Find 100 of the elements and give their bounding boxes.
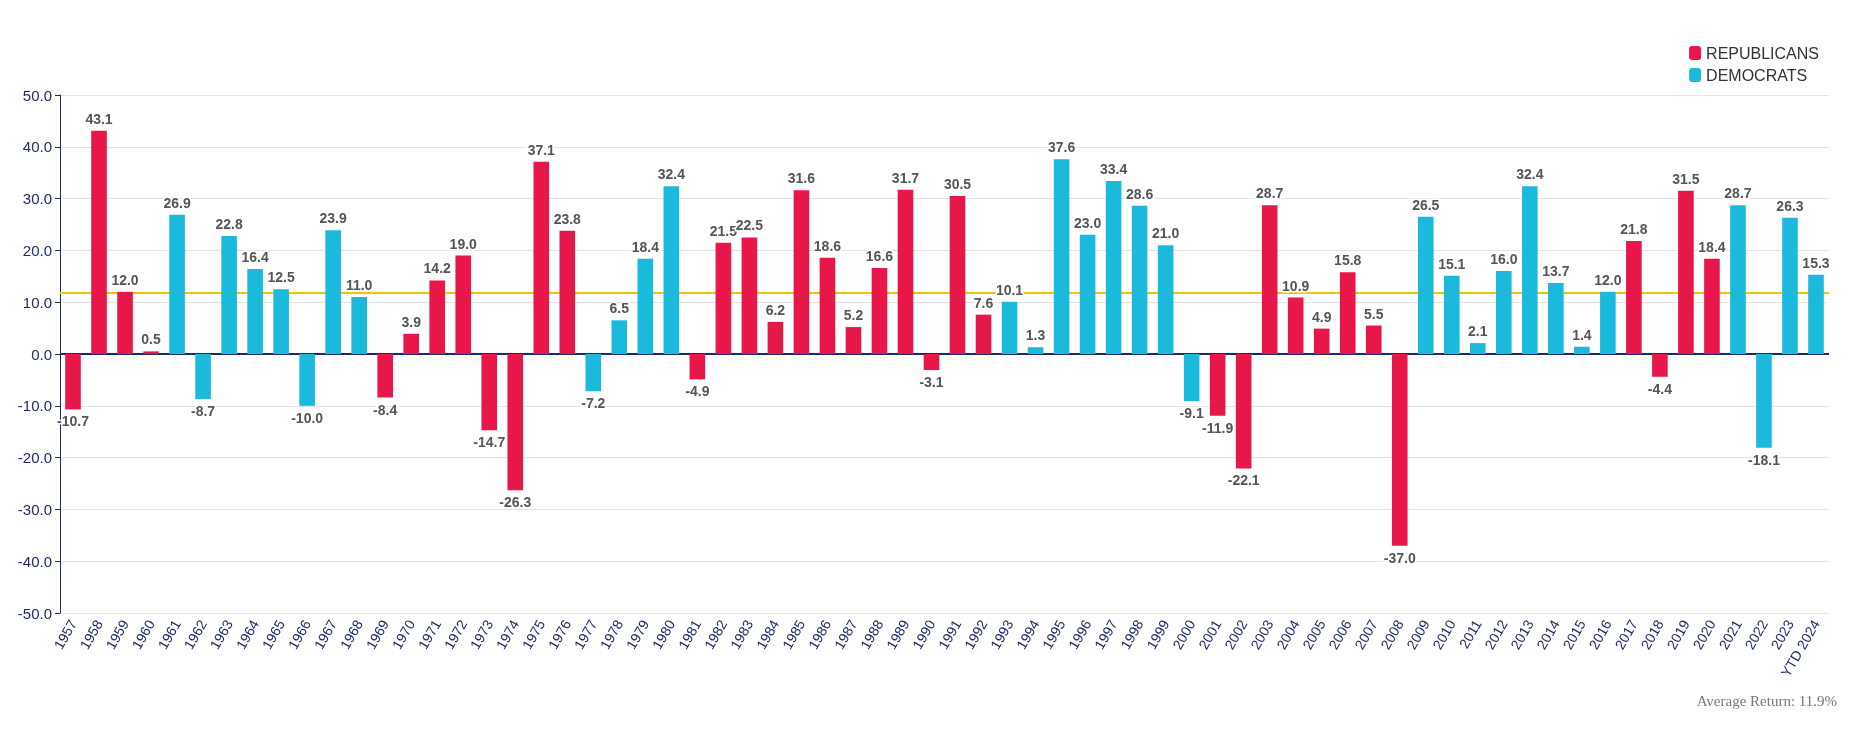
bar bbox=[663, 186, 680, 354]
bar bbox=[1027, 347, 1044, 354]
bar bbox=[195, 354, 211, 400]
bar bbox=[65, 354, 81, 410]
data-label: 19.0 bbox=[449, 235, 478, 252]
data-label: 11.0 bbox=[345, 277, 373, 294]
data-label: 28.6 bbox=[1125, 185, 1154, 202]
data-label: 15.8 bbox=[1334, 252, 1362, 269]
data-label: -9.1 bbox=[1179, 405, 1204, 422]
bar bbox=[715, 242, 732, 354]
bar bbox=[1417, 216, 1434, 354]
y-tick-label: 10.0 bbox=[22, 293, 52, 311]
bar bbox=[793, 190, 810, 354]
data-label: 31.5 bbox=[1672, 170, 1700, 187]
legend-label: REPUBLICANS bbox=[1706, 44, 1819, 62]
bar bbox=[429, 280, 446, 354]
bar bbox=[1678, 190, 1694, 354]
data-label: 37.1 bbox=[527, 141, 556, 158]
bar bbox=[585, 354, 602, 392]
bar bbox=[325, 230, 341, 354]
data-label: 10.9 bbox=[1282, 277, 1310, 294]
bar bbox=[1053, 159, 1070, 354]
data-label: 1.3 bbox=[1025, 327, 1046, 344]
bar bbox=[637, 258, 654, 354]
data-label: -7.2 bbox=[581, 395, 606, 412]
bar bbox=[507, 354, 524, 491]
data-label: 28.7 bbox=[1256, 185, 1284, 202]
data-label: -4.4 bbox=[1647, 380, 1673, 397]
y-tick-label: 20.0 bbox=[22, 241, 52, 259]
data-label: 16.0 bbox=[1490, 251, 1518, 268]
data-label: 3.9 bbox=[401, 313, 422, 330]
y-tick-label: -50.0 bbox=[17, 604, 52, 622]
data-label: 31.7 bbox=[891, 169, 920, 186]
bar bbox=[299, 354, 315, 406]
bar bbox=[169, 214, 185, 354]
bar bbox=[455, 255, 472, 354]
bar bbox=[403, 333, 419, 354]
bar bbox=[1470, 343, 1486, 354]
data-label: 12.0 bbox=[1594, 271, 1622, 288]
data-label: 6.2 bbox=[765, 301, 786, 318]
bar bbox=[1600, 291, 1616, 354]
data-label: 37.6 bbox=[1047, 139, 1076, 156]
bar bbox=[1756, 354, 1772, 448]
data-label: -14.7 bbox=[473, 434, 506, 451]
data-label: -8.4 bbox=[373, 401, 398, 418]
bar bbox=[1704, 258, 1720, 354]
bar bbox=[871, 268, 888, 354]
y-tick-label: 30.0 bbox=[22, 190, 52, 208]
bar bbox=[1391, 354, 1408, 546]
bar bbox=[1652, 354, 1668, 377]
bar bbox=[481, 354, 498, 431]
bar bbox=[897, 189, 914, 354]
bar bbox=[273, 289, 289, 354]
legend-label: DEMOCRATS bbox=[1706, 66, 1808, 84]
text: Average Return: 11.9% bbox=[1696, 692, 1838, 709]
bar bbox=[143, 351, 159, 354]
bar bbox=[1105, 180, 1122, 354]
bar bbox=[1626, 241, 1642, 354]
bar bbox=[923, 354, 940, 371]
bar bbox=[1548, 283, 1564, 354]
data-label: 7.6 bbox=[973, 294, 994, 311]
data-label: -26.3 bbox=[499, 494, 532, 511]
bar bbox=[533, 161, 550, 354]
bar bbox=[1235, 354, 1252, 469]
bar bbox=[1522, 186, 1538, 354]
y-tick-label: -10.0 bbox=[17, 397, 52, 415]
data-label: 12.0 bbox=[111, 271, 139, 288]
bar bbox=[1287, 297, 1304, 354]
bar bbox=[1339, 272, 1356, 354]
bar bbox=[1079, 234, 1096, 354]
bar bbox=[351, 297, 367, 354]
bar bbox=[1496, 271, 1512, 354]
data-label: 0.5 bbox=[141, 331, 161, 348]
y-tick-label: 0.0 bbox=[31, 345, 52, 363]
data-label: 16.6 bbox=[865, 248, 894, 265]
data-label: 32.4 bbox=[657, 166, 686, 183]
bar bbox=[1313, 328, 1330, 354]
bar bbox=[1157, 245, 1174, 354]
data-label: 26.3 bbox=[1776, 197, 1804, 214]
bar bbox=[819, 257, 836, 354]
data-label: 28.7 bbox=[1724, 185, 1752, 202]
data-label: 23.0 bbox=[1073, 214, 1102, 231]
y-tick-label: 40.0 bbox=[22, 138, 52, 156]
data-label: 15.3 bbox=[1802, 254, 1830, 271]
data-label: 5.2 bbox=[843, 307, 864, 324]
bar bbox=[1730, 205, 1746, 354]
data-label: 1.4 bbox=[1572, 326, 1592, 343]
bar bbox=[221, 235, 237, 354]
data-label: 2.1 bbox=[1468, 323, 1488, 340]
bar bbox=[117, 291, 133, 354]
bar bbox=[1209, 354, 1226, 416]
data-label: 14.2 bbox=[423, 260, 452, 277]
bar bbox=[1261, 205, 1278, 354]
data-label: 30.5 bbox=[943, 176, 972, 193]
bar bbox=[845, 327, 862, 354]
data-label: 18.6 bbox=[813, 237, 842, 254]
data-label: -10.0 bbox=[291, 409, 324, 426]
y-tick-label: -40.0 bbox=[17, 552, 52, 570]
data-label: 32.4 bbox=[1516, 166, 1544, 183]
bar bbox=[1574, 346, 1590, 354]
